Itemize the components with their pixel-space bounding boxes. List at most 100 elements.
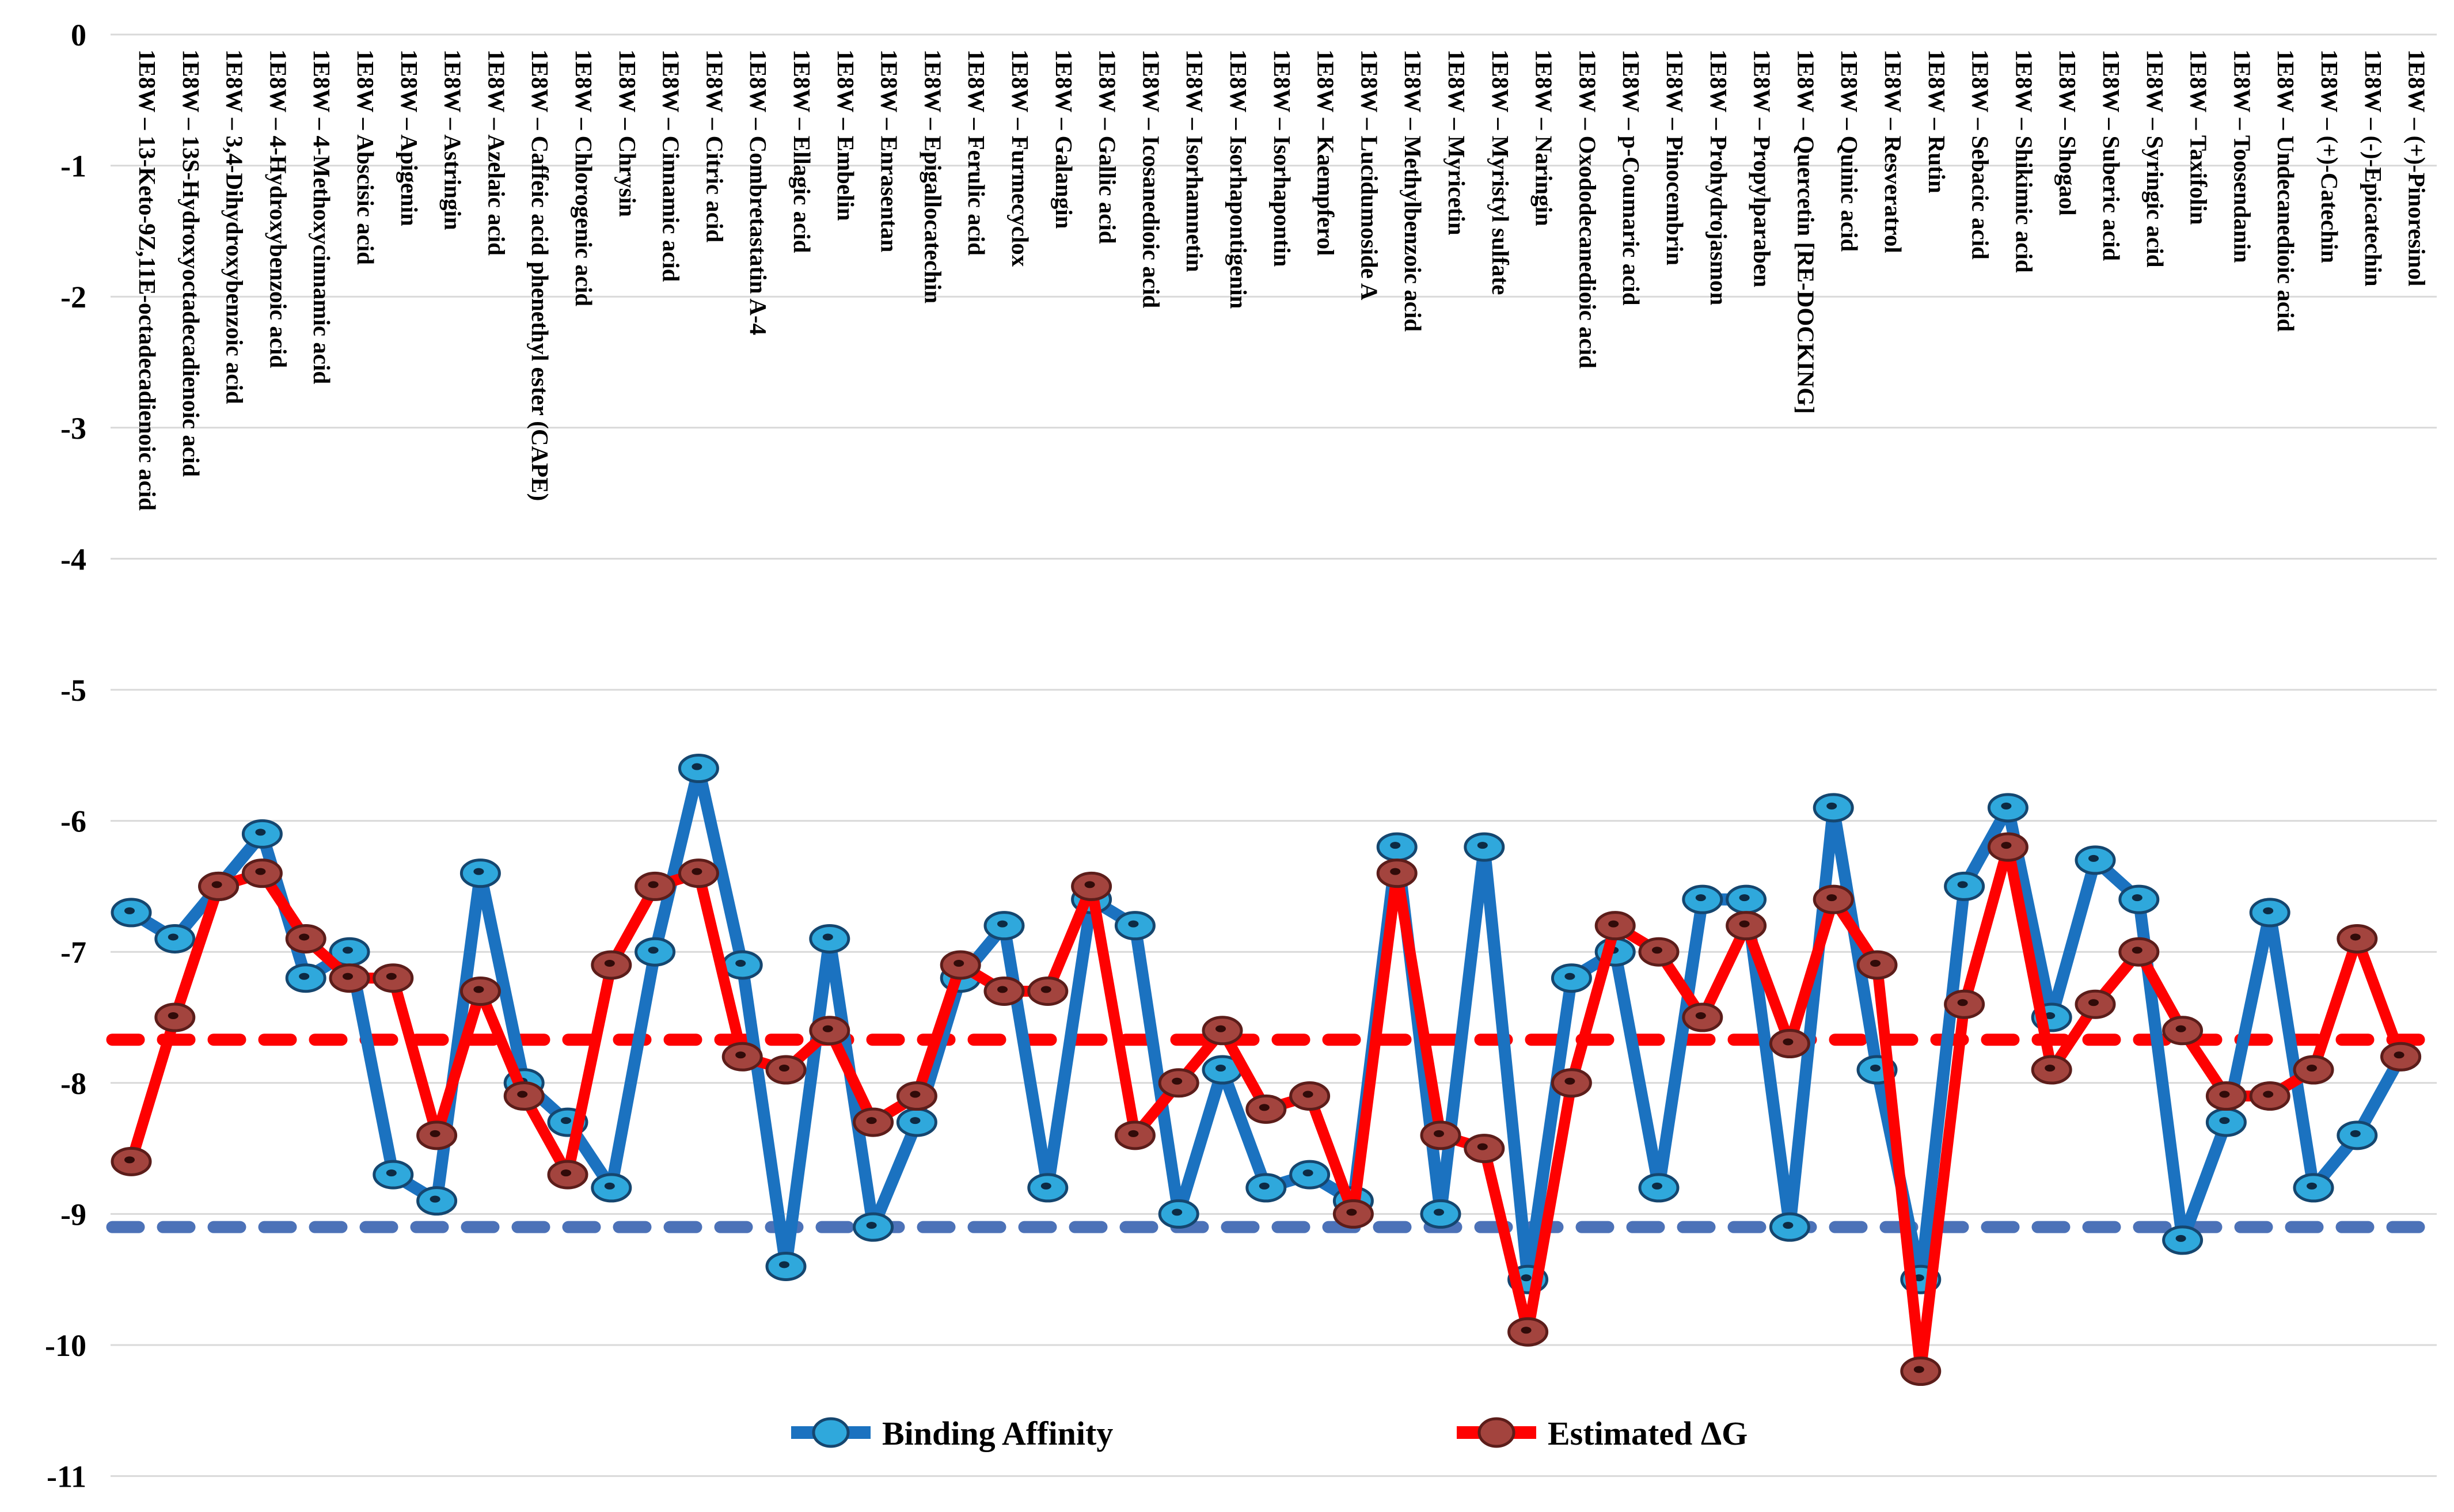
marker-hole xyxy=(2219,1091,2230,1098)
marker-hole xyxy=(211,881,222,888)
data-point-marker xyxy=(1944,871,1985,901)
marker-hole xyxy=(1739,920,1750,928)
data-point-marker xyxy=(285,963,326,993)
data-point-marker xyxy=(1987,832,2028,862)
marker-hole xyxy=(1259,1182,1270,1190)
data-point-marker xyxy=(1507,1317,1549,1347)
data-point-marker xyxy=(1114,1120,1156,1150)
marker-hole xyxy=(1302,1169,1313,1177)
x-category-label: 1E8W – Quinic acid xyxy=(1836,50,1863,252)
marker-hole xyxy=(2132,894,2142,902)
data-point-marker xyxy=(2075,989,2116,1019)
x-category-label: 1E8W – Oxododecanedioic acid xyxy=(1574,50,1601,368)
legend: Binding Affinity Estimated ΔG xyxy=(791,1415,1748,1452)
data-point-marker xyxy=(1769,1212,1810,1242)
marker-hole xyxy=(1128,920,1139,928)
data-point-marker xyxy=(853,1212,894,1242)
data-point-marker xyxy=(678,858,719,888)
x-category-label: 1E8W – Shikimic acid xyxy=(2011,50,2037,273)
x-category-label: 1E8W – Shogaol xyxy=(2054,50,2081,216)
x-category-label: 1E8W – Kaempferol xyxy=(1313,50,1339,256)
data-point-marker xyxy=(416,1120,458,1150)
x-category-label: 1E8W – (+)-Pinoresinol xyxy=(2404,50,2430,286)
legend-label-binding-affinity: Binding Affinity xyxy=(882,1415,1113,1452)
data-point-marker xyxy=(1464,832,1505,862)
marker-hole xyxy=(779,1065,789,1072)
marker-hole xyxy=(2307,1065,2317,1072)
x-category-label: 1E8W – Caffeic acid phenethyl ester (CAP… xyxy=(527,50,553,501)
data-point-marker xyxy=(1769,1029,1810,1059)
data-point-marker xyxy=(2075,845,2116,875)
marker-hole xyxy=(1215,1025,1226,1032)
marker-hole xyxy=(648,881,659,888)
marker-hole xyxy=(255,829,266,836)
data-point-marker xyxy=(2162,1225,2204,1255)
data-point-marker xyxy=(1158,1199,1199,1229)
marker-hole xyxy=(1913,1366,1924,1373)
x-category-label: 1E8W – Syringic acid xyxy=(2142,50,2168,268)
marker-hole xyxy=(124,907,135,914)
data-point-marker xyxy=(1071,871,1112,901)
marker-hole xyxy=(2350,933,2361,941)
marker-hole xyxy=(2350,1130,2361,1137)
x-category-label: 1E8W – Rutin xyxy=(1924,50,1950,193)
series-binding-affinity xyxy=(111,754,2422,1294)
y-tick-label: 0 xyxy=(71,18,86,52)
x-axis-category-labels: 1E8W – 13-Keto-9Z,11E-octadecadienoic ac… xyxy=(134,50,2430,511)
data-point-marker xyxy=(111,1146,152,1176)
marker-hole xyxy=(692,868,702,875)
data-point-marker xyxy=(591,1173,632,1203)
x-category-label: 1E8W – Chrysin xyxy=(614,50,641,217)
marker-hole xyxy=(1870,1065,1881,1072)
data-point-marker xyxy=(591,950,632,980)
marker-hole xyxy=(1346,1209,1357,1216)
marker-hole xyxy=(1608,920,1619,928)
marker-hole xyxy=(1215,1065,1226,1072)
x-category-label: 1E8W – Suberic acid xyxy=(2098,50,2125,261)
x-category-label: 1E8W – Astringin xyxy=(440,50,466,230)
legend-item-estimated-dg: Estimated ΔG xyxy=(1457,1415,1748,1452)
x-category-label: 1E8W – Apigenin xyxy=(396,50,423,226)
marker-hole xyxy=(910,1117,921,1124)
marker-hole xyxy=(2219,1117,2230,1124)
marker-hole xyxy=(604,959,615,967)
marker-hole xyxy=(124,1156,135,1164)
data-point-marker xyxy=(983,911,1025,941)
data-point-marker xyxy=(2249,898,2290,928)
data-point-marker xyxy=(765,1055,807,1085)
data-point-marker xyxy=(329,963,370,993)
x-category-label: 1E8W – Citric acid xyxy=(701,50,728,242)
data-point-marker xyxy=(2205,1107,2247,1137)
x-category-label: 1E8W – Resveratrol xyxy=(1880,50,1906,253)
marker-hole xyxy=(1826,894,1837,902)
marker-hole xyxy=(1783,1222,1794,1229)
marker-hole xyxy=(822,1025,833,1032)
marker-hole xyxy=(1564,972,1575,980)
x-category-label: 1E8W – (-)-Epicatechin xyxy=(2360,50,2387,287)
x-category-label: 1E8W – 3,4-Dihydroxybenzoic acid xyxy=(222,50,248,404)
data-point-marker xyxy=(2249,1081,2290,1111)
marker-hole xyxy=(997,920,1008,928)
marker-hole xyxy=(1084,881,1095,888)
marker-hole xyxy=(1695,1012,1706,1019)
data-point-marker xyxy=(1726,884,1767,914)
marker-hole xyxy=(473,868,484,875)
data-point-marker xyxy=(1332,1199,1374,1229)
marker-hole xyxy=(1652,1182,1662,1190)
marker-hole xyxy=(1434,1130,1444,1137)
data-point-marker xyxy=(1813,793,1854,823)
data-point-marker xyxy=(635,871,676,901)
data-point-marker xyxy=(1202,1016,1243,1046)
data-point-marker xyxy=(1726,911,1767,941)
y-tick-label: -5 xyxy=(60,673,86,708)
x-category-label: 1E8W – Methylbenzoic acid xyxy=(1400,50,1426,332)
marker-hole xyxy=(2175,1234,2186,1242)
data-point-marker xyxy=(285,924,326,953)
data-point-marker xyxy=(2031,1055,2072,1085)
x-category-label: 1E8W – Myristyl sulfate xyxy=(1487,50,1514,295)
y-tick-label: -7 xyxy=(60,935,86,970)
marker-hole xyxy=(1957,881,1968,888)
data-point-marker xyxy=(896,1081,937,1111)
marker-hole xyxy=(735,959,746,967)
legend-marker-estimated-dg xyxy=(1477,1417,1515,1448)
